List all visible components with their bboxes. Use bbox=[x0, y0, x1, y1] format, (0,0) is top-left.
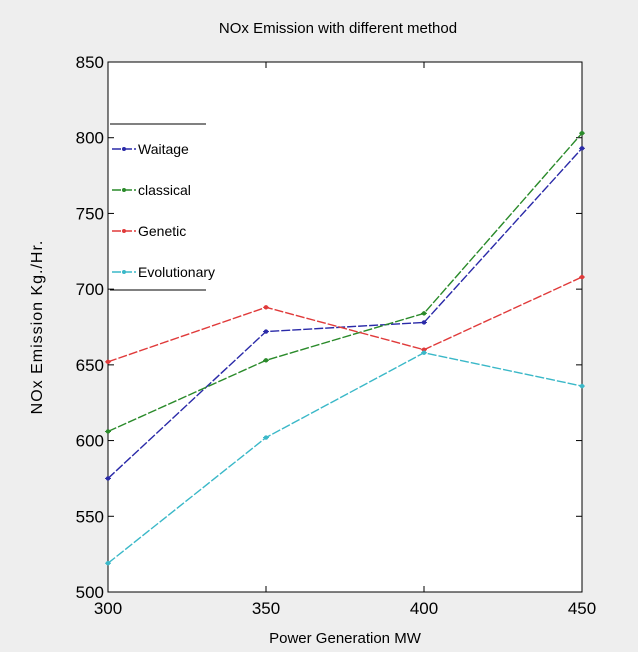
x-tick-label: 450 bbox=[568, 599, 596, 618]
legend-marker bbox=[122, 229, 126, 233]
legend-marker bbox=[122, 270, 126, 274]
legend-marker bbox=[122, 147, 126, 151]
legend-label: classical bbox=[138, 182, 191, 198]
x-tick-label: 350 bbox=[252, 599, 280, 618]
y-tick-label: 800 bbox=[76, 129, 104, 148]
y-tick-label: 850 bbox=[76, 53, 104, 72]
y-tick-label: 650 bbox=[76, 356, 104, 375]
y-tick-label: 700 bbox=[76, 280, 104, 299]
x-tick-label: 400 bbox=[410, 599, 438, 618]
legend-label: Genetic bbox=[138, 223, 186, 239]
x-axis-label: Power Generation MW bbox=[269, 630, 422, 647]
y-tick-label: 750 bbox=[76, 204, 104, 223]
legend-label: Waitage bbox=[138, 141, 189, 157]
chart-title: NOx Emission with different method bbox=[219, 20, 457, 37]
legend-marker bbox=[122, 188, 126, 192]
y-tick-label: 600 bbox=[76, 432, 104, 451]
y-axis-label: NOx Emission Kg./Hr. bbox=[29, 240, 46, 415]
x-tick-label: 300 bbox=[94, 599, 122, 618]
y-tick-label: 550 bbox=[76, 507, 104, 526]
legend-label: Evolutionary bbox=[138, 264, 215, 280]
